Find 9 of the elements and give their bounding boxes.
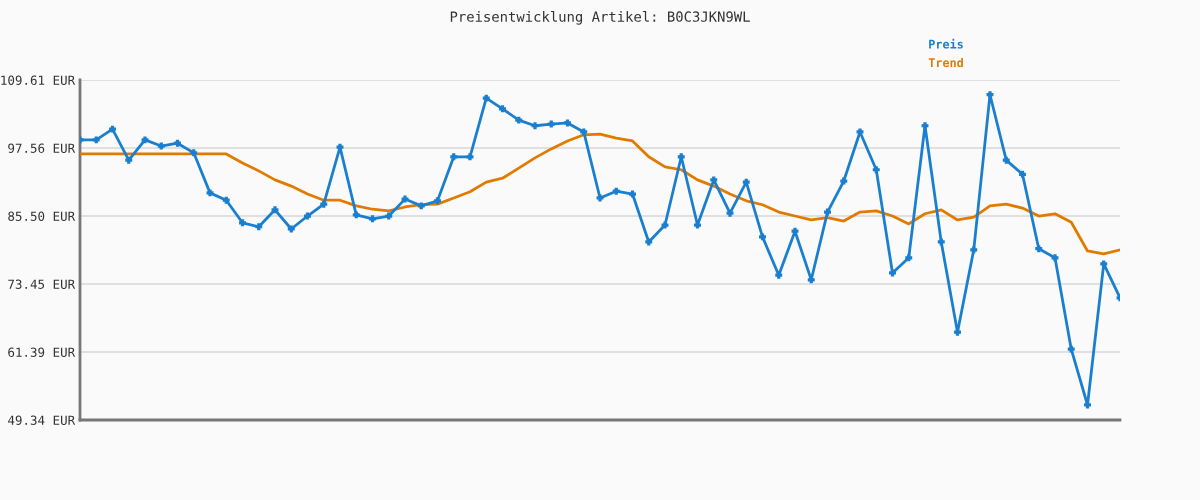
text: Preis bbox=[929, 38, 963, 49]
chart-title: Preisentwicklung Artikel: B0C3JKN9WL bbox=[450, 11, 750, 25]
y-tick-label: 97.56 EUR bbox=[8, 143, 76, 153]
y-tick-label: 109.61 EUR bbox=[1, 75, 76, 85]
y-tick-label: 73.45 EUR bbox=[8, 279, 76, 289]
y-tick-label: 61.39 EUR bbox=[8, 347, 76, 357]
y-tick-label: 49.34 EUR bbox=[8, 415, 76, 425]
y-tick-label: 85.50 EUR bbox=[8, 211, 76, 221]
text: Trend bbox=[928, 57, 963, 68]
